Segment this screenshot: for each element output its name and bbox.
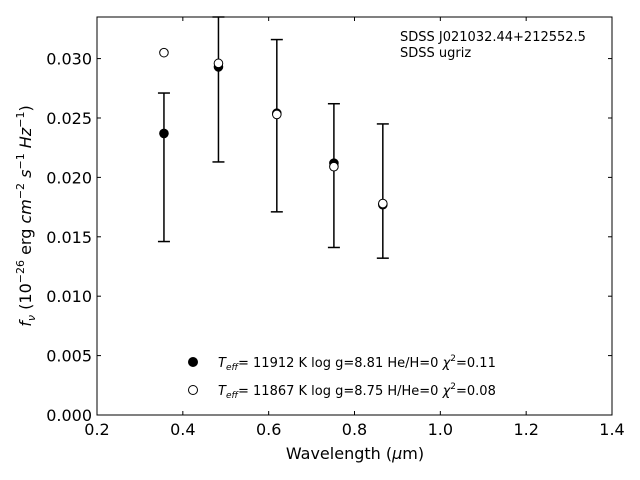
filled-marker [159,128,169,139]
annotation-line-2: SDSS ugriz [400,46,471,61]
x-tick-label: 0.6 [256,420,281,439]
y-tick-label: 0.025 [46,109,92,128]
y-tick-label: 0.000 [46,406,92,425]
legend-entry-2: Teff= 11867 K log g=8.75 H/He=0 χ2=0.08 [218,382,496,401]
x-axis-label: Wavelength (μm) [286,444,424,463]
data-markers [159,47,388,210]
y-tick-label: 0.010 [46,287,92,306]
x-tick-label: 0.8 [342,420,367,439]
y-tick-label: 0.015 [46,228,92,247]
open-marker [213,58,224,69]
x-tick-label: 1.2 [513,420,538,439]
open-marker [272,109,282,120]
x-tick-label: 1.0 [428,420,453,439]
tick-marks [96,17,613,416]
open-marker [159,47,169,58]
open-marker [329,161,339,172]
legend-marker-filled [188,357,198,367]
error-bars [157,16,389,259]
y-tick-label: 0.030 [46,50,92,69]
legend: Teff= 11912 K log g=8.81 He/H=0 χ2=0.11 … [188,354,496,401]
legend-marker-open [188,385,198,395]
annotation-line-1: SDSS J021032.44+212552.5 [400,30,586,45]
x-tick-label: 0.2 [84,420,109,439]
x-tick-label: 0.4 [170,420,195,439]
x-tick-label: 1.4 [599,420,624,439]
open-marker [378,198,388,209]
y-tick-label: 0.020 [46,168,92,187]
tick-labels: 0.2 0.4 0.6 0.8 1.0 1.2 1.4 0.000 0.005 0.010 0.01… [46,50,625,439]
legend-entry-1: Teff= 11912 K log g=8.81 He/H=0 χ2=0.11 [218,354,496,373]
y-tick-label: 0.005 [46,347,92,366]
y-axis-label: fν (10−26 erg cm−2 s−1 Hz−1) [14,105,38,326]
